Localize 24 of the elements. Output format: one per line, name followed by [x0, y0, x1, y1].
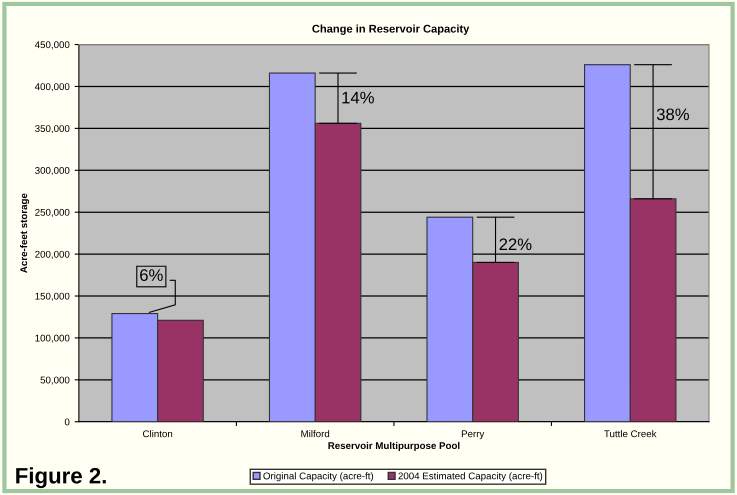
caption: Figure 2. [16, 467, 106, 488]
legend-label: 2004 Estimated Capacity (acre-ft) [398, 472, 542, 482]
chart-title: Change in Reservoir Capacity [312, 24, 470, 35]
y-tick-label: 50,000 [40, 376, 70, 385]
y-tick-label: 350,000 [35, 125, 70, 134]
x-tick-label: Milford [301, 430, 330, 438]
y-tick-label: 150,000 [35, 292, 70, 301]
y-axis-title: Acre-feet storage [20, 193, 30, 273]
x-tick-label: Perry [462, 430, 484, 440]
legend-label: Original Capacity (acre-ft) [263, 472, 374, 482]
x-axis-title: Reservoir Multipurpose Pool [328, 442, 460, 451]
y-tick-label: 200,000 [35, 250, 70, 259]
y-tick-label: 450,000 [34, 41, 70, 50]
y-tick-label: 100,000 [35, 334, 70, 343]
annotation: 14% [342, 92, 374, 104]
y-tick-label: 0 [64, 418, 70, 426]
annotation: 6% [140, 269, 163, 281]
annotation: 38% [656, 108, 689, 120]
y-tick-label: 250,000 [35, 208, 70, 217]
annotation: 22% [500, 238, 532, 250]
y-tick-label: 300,000 [35, 167, 70, 176]
x-tick-label: Tuttle Creek [604, 430, 657, 438]
x-tick-label: Clinton [142, 430, 172, 438]
y-tick-label: 400,000 [34, 83, 70, 92]
